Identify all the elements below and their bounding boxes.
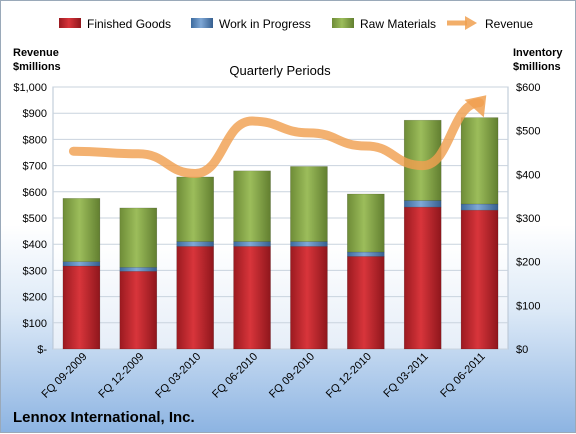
legend-swatch-work-in-progress	[191, 18, 213, 28]
bar-finished-goods	[290, 246, 328, 350]
left-tick-label: $400	[23, 239, 47, 251]
company-name: Lennox International, Inc.	[13, 409, 195, 426]
right-axis-title-line2: $millions	[513, 61, 561, 73]
left-tick-label: $-	[37, 344, 47, 356]
legend-swatch-revenue	[447, 16, 477, 30]
left-tick-label: $200	[23, 292, 47, 304]
right-axis: $0 $100 $200 $300 $400 $500 $600	[516, 82, 540, 356]
legend-label-revenue: Revenue	[485, 17, 533, 31]
left-tick-label: $300	[23, 265, 47, 277]
x-tick-label: FQ 03-2011	[381, 351, 430, 400]
revenue-line	[68, 95, 487, 178]
right-tick-label: $400	[516, 169, 540, 181]
x-tick-label: FQ 09-2009	[40, 351, 90, 401]
revenue-arrowhead	[464, 95, 487, 118]
x-tick-label: FQ 06-2011	[438, 351, 487, 400]
bar-raw-materials	[119, 207, 158, 268]
legend-swatch-finished-goods	[59, 18, 81, 28]
bar-work-in-progress	[403, 200, 442, 208]
legend-label-finished-goods: Finished Goods	[87, 17, 171, 31]
bar-finished-goods	[119, 271, 158, 350]
x-tick-label: FQ 12-2009	[96, 351, 146, 401]
right-tick-label: $600	[516, 82, 540, 94]
legend-label-raw-materials: Raw Materials	[360, 17, 436, 31]
left-tick-label: $500	[23, 213, 47, 225]
left-tick-label: $800	[23, 134, 47, 146]
right-tick-label: $0	[516, 344, 528, 356]
bar-raw-materials	[233, 170, 271, 242]
bar-work-in-progress	[233, 241, 271, 247]
bar-raw-materials	[290, 166, 328, 242]
bar-raw-materials	[62, 198, 101, 262]
chart-title: Quarterly Periods	[229, 63, 331, 78]
x-axis: FQ 09-2009 FQ 12-2009 FQ 03-2010 FQ 06-2010…	[40, 351, 488, 401]
bars	[62, 117, 499, 350]
bar-raw-materials	[347, 193, 385, 253]
bar-work-in-progress	[460, 203, 499, 211]
legend-swatch-raw-materials	[332, 18, 354, 28]
left-axis-title-line1: Revenue	[13, 47, 59, 59]
right-tick-label: $300	[516, 213, 540, 225]
right-axis-title-line1: Inventory	[513, 47, 563, 59]
right-tick-label: $500	[516, 126, 540, 138]
x-tick-label: FQ 06-2010	[210, 351, 260, 401]
left-axis: $- $100 $200 $300 $400 $500 $600 $700 $800 $900 $1…	[13, 82, 47, 356]
bar-finished-goods	[347, 256, 385, 350]
bar-finished-goods	[233, 246, 271, 350]
left-tick-label: $100	[23, 318, 47, 330]
bar-finished-goods	[176, 246, 214, 350]
bar-raw-materials	[176, 176, 214, 242]
bar-finished-goods	[403, 206, 442, 350]
revenue-path	[68, 98, 485, 178]
left-tick-label: $600	[23, 187, 47, 199]
x-tick-label: FQ 12-2010	[324, 351, 374, 401]
legend: Finished Goods Work in Progress Raw Mate…	[59, 16, 533, 31]
legend-label-work-in-progress: Work in Progress	[219, 17, 311, 31]
bar-finished-goods	[62, 265, 101, 350]
left-tick-label: $900	[23, 108, 47, 120]
bar-work-in-progress	[62, 261, 101, 267]
x-tick-label: FQ 09-2010	[267, 351, 317, 401]
bar-work-in-progress	[176, 241, 214, 247]
left-axis-title-line2: $millions	[13, 61, 61, 73]
bar-finished-goods	[460, 209, 499, 350]
left-tick-label: $1,000	[13, 82, 47, 94]
left-tick-label: $700	[23, 161, 47, 173]
bar-work-in-progress	[290, 241, 328, 247]
right-tick-label: $100	[516, 300, 540, 312]
right-tick-label: $200	[516, 257, 540, 269]
bar-raw-materials	[460, 117, 499, 205]
bar-work-in-progress	[119, 267, 158, 272]
bar-work-in-progress	[347, 251, 385, 257]
x-tick-label: FQ 03-2010	[153, 351, 203, 401]
